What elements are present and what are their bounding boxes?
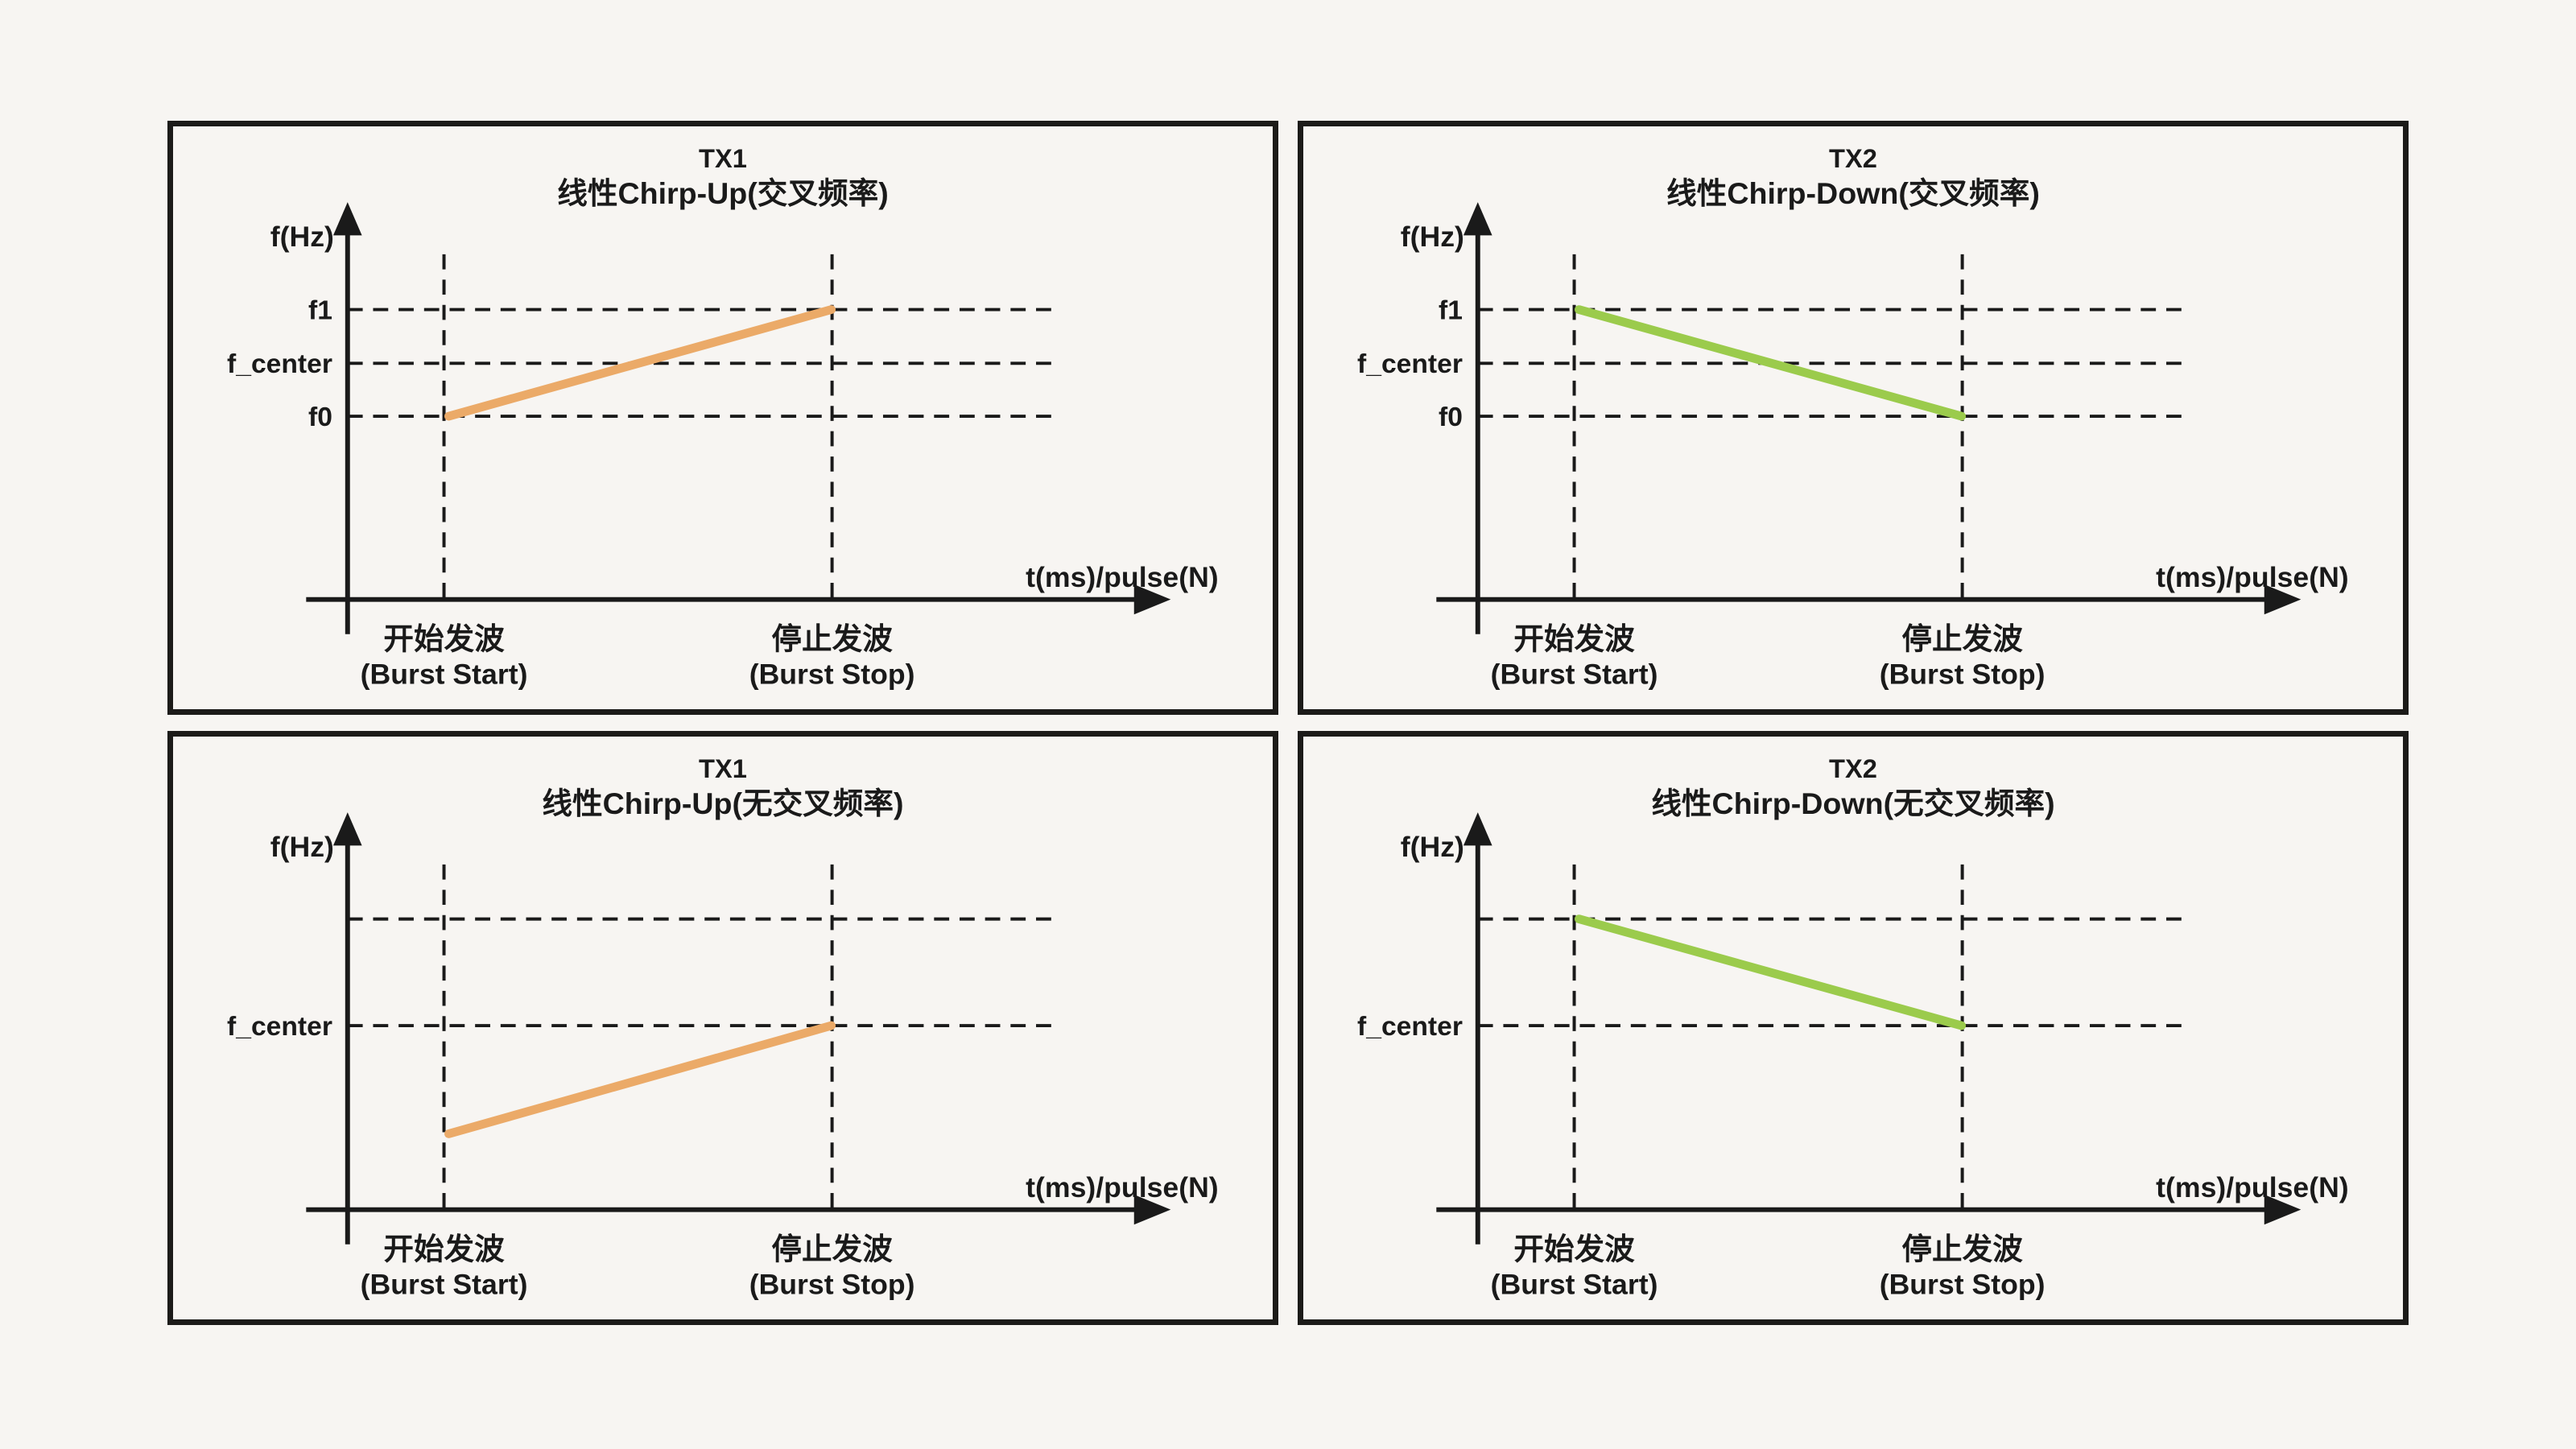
burst-stop-label-en: (Burst Stop) xyxy=(749,1269,915,1301)
burst-start-label-en: (Burst Start) xyxy=(361,1269,528,1301)
panel-title-line1: TX2 xyxy=(1829,144,1877,173)
y-axis-arrow-icon xyxy=(332,812,362,846)
chirp-line xyxy=(1575,914,1967,1030)
burst-start-label-zh: 开始发波 xyxy=(1513,1232,1635,1266)
y-axis-label: f(Hz) xyxy=(1401,221,1464,253)
x-axis-label: t(ms)/pulse(N) xyxy=(2156,1171,2349,1203)
freq-gridlines: f_center xyxy=(227,917,1055,1042)
x-axis-arrow-icon xyxy=(2264,584,2301,615)
freq-label: f0 xyxy=(308,402,332,432)
y-axis-arrow-icon xyxy=(1463,202,1492,236)
y-axis-label: f(Hz) xyxy=(270,221,334,253)
x-axis-arrow-icon xyxy=(1133,584,1171,615)
freq-label: f1 xyxy=(308,296,332,326)
freq-label: f0 xyxy=(1439,402,1463,432)
freq-label: f1 xyxy=(1439,296,1463,326)
panel-tx2-nocross: TX2 线性Chirp-Down(无交叉频率) f_center f(Hz) t… xyxy=(1298,731,2409,1325)
burst-start-label-zh: 开始发波 xyxy=(383,1232,505,1266)
burst-stop-label-zh: 停止发波 xyxy=(771,1232,893,1266)
freq-gridlines: f1 f_center f0 xyxy=(227,296,1055,432)
burst-stop-label-zh: 停止发波 xyxy=(771,622,893,656)
burst-stop-label-en: (Burst Stop) xyxy=(749,658,915,691)
burst-start-label-zh: 开始发波 xyxy=(1513,622,1635,656)
panel-title-line1: TX1 xyxy=(699,754,747,783)
panel-title-line1: TX1 xyxy=(699,144,747,173)
panel-tx2-cross: TX2 线性Chirp-Down(交叉频率) f1 f_center f0 f(Hz… xyxy=(1298,121,2409,715)
y-axis-label: f(Hz) xyxy=(1401,831,1464,863)
panel-tx1-nocross: TX1 线性Chirp-Up(无交叉频率) f_center f(Hz) t(m… xyxy=(167,731,1278,1325)
chirp-line xyxy=(444,1021,836,1138)
freq-gridlines: f_center xyxy=(1357,917,2186,1042)
chirp-line xyxy=(1575,305,1967,421)
x-axis-label: t(ms)/pulse(N) xyxy=(1026,1171,1219,1203)
burst-stop-label-en: (Burst Stop) xyxy=(1880,1269,2046,1301)
chirp-line xyxy=(444,305,836,421)
burst-stop-label-zh: 停止发波 xyxy=(1901,622,2023,656)
panel-title-line1: TX2 xyxy=(1829,754,1877,783)
chirp-plot-tx2-cross: TX2 线性Chirp-Down(交叉频率) f1 f_center f0 f(Hz… xyxy=(1357,144,2349,691)
burst-stop-label-zh: 停止发波 xyxy=(1901,1232,2023,1266)
x-axis-arrow-icon xyxy=(1133,1194,1171,1225)
x-axis-label: t(ms)/pulse(N) xyxy=(1026,561,1219,593)
freq-label: f_center xyxy=(227,349,332,379)
x-axis-arrow-icon xyxy=(2264,1194,2301,1225)
chirp-plot-tx1-nocross: TX1 线性Chirp-Up(无交叉频率) f_center f(Hz) t(m… xyxy=(227,754,1219,1301)
chirp-plot-tx2-nocross: TX2 线性Chirp-Down(无交叉频率) f_center f(Hz) t… xyxy=(1357,754,2349,1301)
freq-label: f_center xyxy=(227,1012,332,1042)
panel-title-line2: 线性Chirp-Up(无交叉频率) xyxy=(542,786,903,820)
y-axis-label: f(Hz) xyxy=(270,831,334,863)
panel-title-line2: 线性Chirp-Up(交叉频率) xyxy=(557,176,889,210)
freq-label: f_center xyxy=(1357,349,1463,379)
burst-stop-label-en: (Burst Stop) xyxy=(1880,658,2046,691)
panel-title-line2: 线性Chirp-Down(无交叉频率) xyxy=(1651,786,2054,820)
y-axis-arrow-icon xyxy=(332,202,362,236)
x-axis-label: t(ms)/pulse(N) xyxy=(2156,561,2349,593)
freq-label: f_center xyxy=(1357,1012,1463,1042)
burst-start-label-en: (Burst Start) xyxy=(1491,1269,1658,1301)
y-axis-arrow-icon xyxy=(1463,812,1492,846)
freq-gridlines: f1 f_center f0 xyxy=(1357,296,2186,432)
burst-start-label-en: (Burst Start) xyxy=(361,658,528,691)
burst-start-label-en: (Burst Start) xyxy=(1491,658,1658,691)
burst-start-label-zh: 开始发波 xyxy=(383,622,505,656)
panel-tx1-cross: TX1 线性Chirp-Up(交叉频率) f1 f_center f0 f(Hz) … xyxy=(167,121,1278,715)
panel-title-line2: 线性Chirp-Down(交叉频率) xyxy=(1666,176,2040,210)
